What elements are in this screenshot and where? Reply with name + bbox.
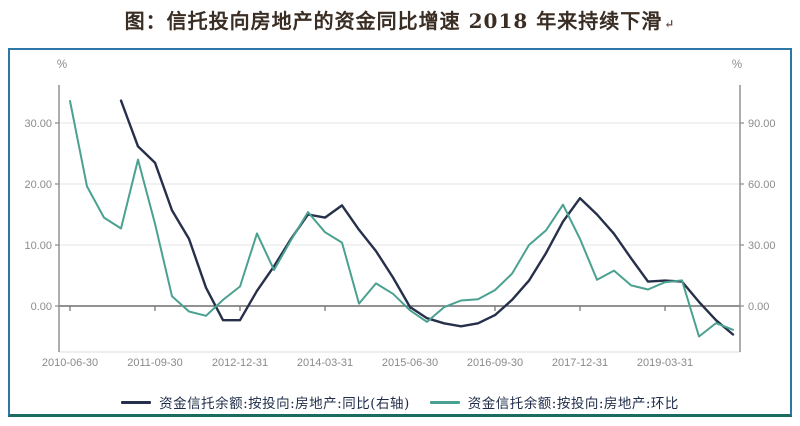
left-axis-tick-label: 20.00 (24, 179, 52, 191)
x-axis-tick-label: 2015-06-30 (382, 357, 438, 369)
qoq-legend-label: 资金信托余额:按投向:房地产:环比 (467, 396, 679, 412)
right-axis-unit-label: % (732, 59, 742, 71)
x-axis-tick-label: 2019-03-31 (637, 357, 693, 369)
x-axis-tick-label: 2014-03-31 (297, 357, 353, 369)
x-axis-tick-label: 2016-09-30 (467, 357, 523, 369)
x-axis-tick-label: 2010-06-30 (42, 357, 98, 369)
paragraph-return-mark: ↵ (664, 17, 676, 31)
chart-title: 图：信托投向房地产的资金同比增速 2018 年来持续下滑 ↵ (0, 5, 800, 34)
right-axis-tick-label: 60.00 (748, 179, 776, 191)
legend: 资金信托余额:按投向:房地产:同比(右轴) 资金信托余额:按投向:房地产:环比 (8, 392, 792, 412)
left-axis-tick-label: 10.00 (24, 240, 52, 252)
plot-area: 0.00 10.00 20.00 30.00 0.00 30.00 60.00 90.00%%… (24, 59, 776, 369)
right-axis-tick-label: 30.00 (748, 240, 776, 252)
x-axis-tick-label: 2017-12-31 (552, 357, 608, 369)
chart-title-text: 图：信托投向房地产的资金同比增速 2018 年来持续下滑 (124, 9, 663, 33)
legend-item-yoy: 资金信托余额:按投向:房地产:同比(右轴) (121, 392, 410, 412)
left-axis-unit-label: % (57, 59, 67, 71)
qoq-series-line (69, 100, 734, 338)
qoq-line-swatch (429, 400, 460, 404)
yoy-line-swatch (121, 400, 152, 404)
left-axis-tick-label: 30.00 (24, 118, 52, 130)
yoy-legend-label: 资金信托余额:按投向:房地产:同比(右轴) (159, 396, 410, 412)
chart-frame: 0.00 10.00 20.00 30.00 0.00 30.00 60.00 90.00%%… (8, 48, 792, 417)
right-axis-tick-label: 90.00 (748, 118, 776, 130)
left-axis-tick-label: 0.00 (31, 301, 52, 313)
x-axis-tick-label: 2012-12-31 (212, 357, 268, 369)
x-axis-tick-label: 2011-09-30 (127, 357, 182, 369)
legend-item-qoq: 资金信托余额:按投向:房地产:环比 (429, 392, 679, 412)
right-axis-tick-label: 0.00 (748, 301, 769, 313)
yoy-series-line (119, 99, 735, 336)
